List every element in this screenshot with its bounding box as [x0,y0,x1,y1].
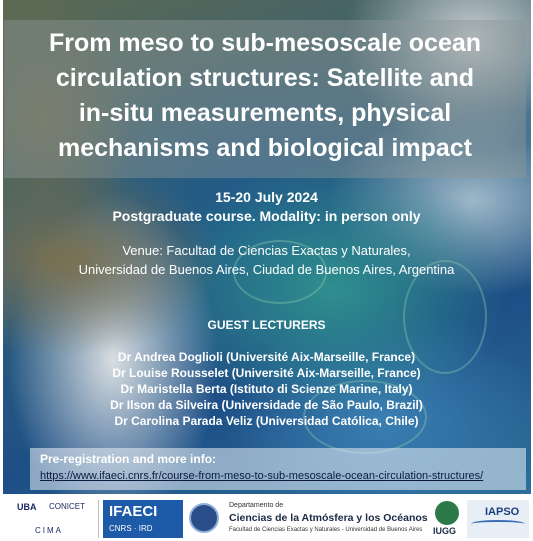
venue-line: Universidad de Buenos Aires, Ciudad de B… [78,262,455,277]
ifaeci-sub-label: CNRS · IRD [109,524,153,533]
course-dates: 15-20 July 2024 [215,189,318,205]
dept-name: Ciencias de la Atmósfera y los Océanos [229,512,428,524]
lecturer-item: Dr Louise Rousselet (Université Aix-Mars… [112,366,421,380]
course-info: 15-20 July 2024 Postgraduate course. Mod… [0,188,533,226]
title-line: circulation structures: Satellite and [55,64,475,92]
ifaeci-label: IFAECI [109,503,158,520]
title-line: mechanisms and biological impact [57,134,472,162]
conicet-label: CONICET [49,502,85,511]
venue-line: Venue: Facultad de Ciencias Exactas y Na… [122,243,411,258]
registration-link[interactable]: https://www.ifaeci.cnrs.fr/course-from-m… [40,470,484,482]
registration-panel [30,448,526,490]
iugg-label: IUGG [433,526,457,536]
lecturer-item: Dr Ilson da Silveira (Universidade de Sã… [110,398,423,412]
institution-emblem [187,500,221,538]
iapso-logo: IAPSO [467,500,529,538]
uba-label: UBA [17,502,37,512]
iugg-logo: IUGG [431,500,465,538]
iapso-label: IAPSO [485,506,520,518]
cima-label: CIMA [35,526,63,535]
ocean-swirl [403,260,487,374]
ocean-swirl [233,240,327,304]
dept-sub-label: Facultad de Ciencias Exactas y Naturales… [229,527,423,533]
globe-icon [435,501,459,525]
venue: Venue: Facultad de Ciencias Exactas y Na… [0,241,533,279]
emblem-icon [189,503,219,533]
title-line: From meso to sub-mesoscale ocean [48,29,482,57]
course-modality: Postgraduate course. Modality: in person… [112,208,421,224]
title-panel [4,20,526,178]
logo-bar: UBA CONICET CIMA IFAECI CNRS · IRD Depar… [3,498,531,541]
guest-lecturers-heading: GUEST LECTURERS [207,318,326,332]
registration-label: Pre-registration and more info: [40,452,217,466]
lecturer-list: Dr Andrea Doglioli (Université Aix-Marse… [0,349,533,429]
wave-icon [471,520,525,528]
ifaeci-logo: IFAECI CNRS · IRD [103,500,183,538]
poster-title: From meso to sub-mesoscale ocean circula… [10,26,520,166]
department-logo: Departamento de Ciencias de la Atmósfera… [225,500,428,538]
lecturer-item: Dr Andrea Doglioli (Université Aix-Marse… [117,350,416,364]
uba-conicet-cima-logo: UBA CONICET CIMA [13,500,99,538]
lecturer-item: Dr Maristella Berta (Istituto di Scienze… [120,382,413,396]
lecturer-item: Dr Carolina Parada Veliz (Universidad Ca… [114,414,419,428]
dept-small-label: Departamento de [229,502,284,509]
title-line: in-situ measurements, physical [78,99,452,127]
